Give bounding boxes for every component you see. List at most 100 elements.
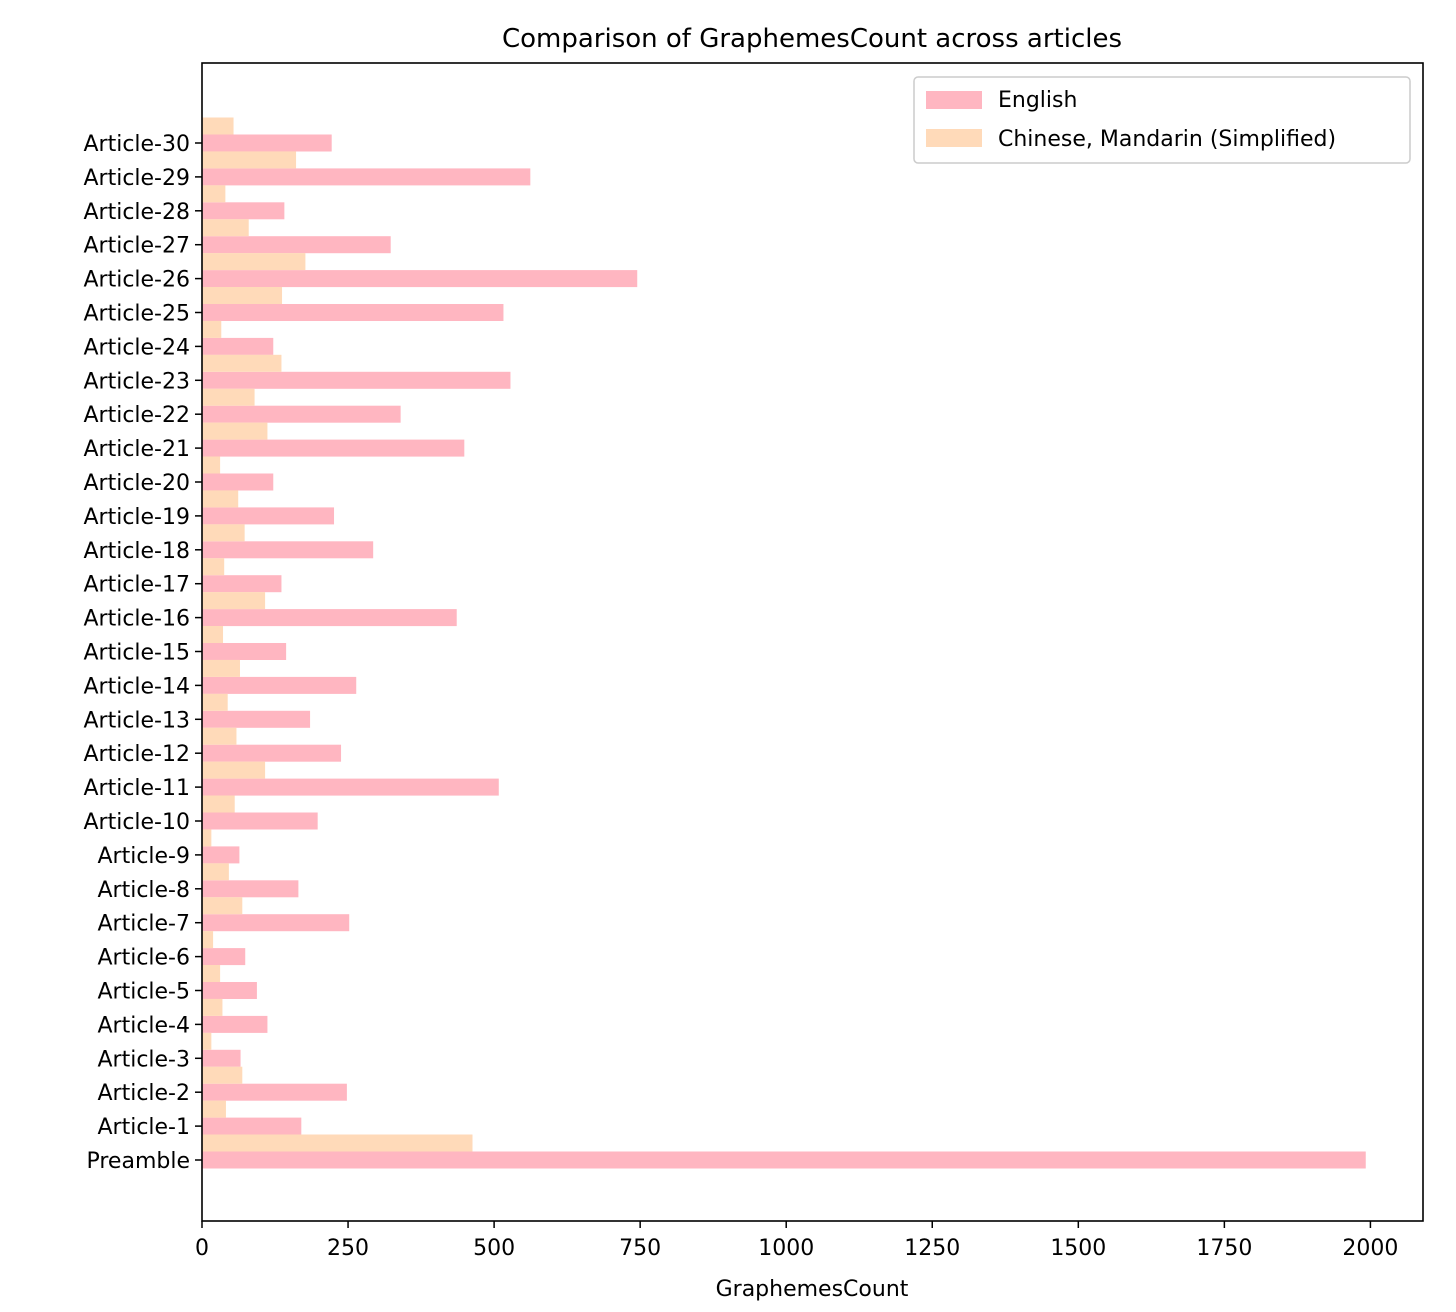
bar-chinese-article-22 [202, 388, 255, 406]
y-tick-label: Article-14 [83, 674, 190, 699]
x-axis-ticks: 0 250 500 750 1000 1250 1500 1750 2000 [195, 1221, 1398, 1261]
bar-chinese-article-28 [202, 185, 226, 203]
bar-english-article-1 [202, 1117, 302, 1135]
legend-swatch-chinese [926, 129, 982, 147]
bar-chinese-article-9 [202, 829, 212, 847]
bar-chinese-article-26 [202, 253, 306, 271]
bar-chinese-article-21 [202, 422, 268, 440]
y-tick-label: Article-19 [83, 505, 190, 530]
legend: English Chinese, Mandarin (Simplified) [913, 76, 1411, 164]
bar-chinese-preamble [202, 1134, 473, 1152]
bar-english-article-26 [202, 270, 638, 288]
bar-chinese-article-7 [202, 897, 243, 915]
y-tick-label: Article-30 [83, 132, 190, 157]
bar-english-article-3 [202, 1049, 241, 1067]
bar-english-article-2 [202, 1083, 347, 1101]
bar-english-article-17 [202, 575, 282, 593]
x-tick-label: 1750 [1196, 1236, 1252, 1261]
bar-english-preamble [202, 1151, 1366, 1169]
y-tick-label: Article-9 [97, 844, 190, 869]
bar-chinese-article-16 [202, 592, 266, 610]
bar-english-article-5 [202, 982, 257, 999]
bar-english-article-7 [202, 914, 350, 932]
bar-english-article-22 [202, 405, 401, 423]
bar-chinese-article-23 [202, 354, 282, 372]
bar-english-article-16 [202, 609, 457, 627]
bar-chinese-article-18 [202, 524, 245, 542]
bar-english-article-13 [202, 710, 311, 728]
bar-english-article-4 [202, 1015, 268, 1033]
y-tick-label: Article-13 [83, 708, 190, 733]
x-tick-label: 1250 [904, 1236, 960, 1261]
y-tick-label: Article-21 [83, 437, 190, 462]
y-tick-label: Article-11 [83, 776, 190, 801]
y-tick-label: Article-20 [83, 471, 190, 496]
bar-chinese-article-24 [202, 320, 222, 338]
y-tick-label: Article-29 [83, 166, 190, 191]
bar-chinese-article-1 [202, 1100, 226, 1118]
bar-chinese-article-6 [202, 931, 214, 949]
x-tick-label: 1000 [758, 1236, 814, 1261]
y-tick-label: Article-15 [83, 641, 190, 666]
bar-english-article-8 [202, 880, 299, 898]
bar-chinese-article-3 [202, 1032, 212, 1050]
y-tick-label: Article-23 [83, 369, 190, 394]
y-tick-label: Article-22 [83, 403, 190, 428]
bars-group [202, 117, 1366, 1169]
bar-english-article-25 [202, 304, 504, 321]
legend-swatch-english [926, 91, 982, 109]
plot-frame [201, 62, 1424, 1222]
legend-box [913, 76, 1411, 164]
y-tick-label: Article-12 [83, 742, 190, 767]
legend-label-chinese: Chinese, Mandarin (Simplified) [998, 127, 1336, 152]
y-tick-label: Article-27 [83, 234, 190, 259]
bar-chinese-article-30 [202, 117, 234, 135]
x-tick-label: 500 [473, 1236, 515, 1261]
bar-chinese-article-20 [202, 456, 221, 474]
y-tick-label: Article-8 [97, 878, 190, 903]
bar-english-article-21 [202, 439, 465, 457]
bar-chinese-article-11 [202, 761, 266, 779]
y-tick-label: Article-25 [83, 302, 190, 327]
y-tick-label: Article-28 [83, 200, 190, 225]
x-tick-label: 2000 [1342, 1236, 1398, 1261]
bar-english-article-9 [202, 846, 240, 864]
y-tick-label: Article-10 [83, 810, 190, 835]
y-tick-label: Article-24 [83, 335, 190, 360]
bar-english-article-10 [202, 812, 318, 830]
bar-chinese-article-8 [202, 863, 229, 881]
bar-english-article-14 [202, 676, 357, 694]
bar-english-article-11 [202, 778, 499, 796]
bar-english-article-24 [202, 337, 274, 355]
y-tick-label: Article-6 [97, 946, 190, 971]
bar-english-article-19 [202, 507, 335, 525]
y-tick-label: Article-1 [97, 1115, 190, 1140]
legend-label-english: English [998, 88, 1077, 113]
y-tick-label: Article-7 [97, 912, 190, 937]
bar-chinese-article-12 [202, 727, 237, 745]
bar-chinese-article-27 [202, 219, 249, 237]
y-tick-label: Article-18 [83, 539, 190, 564]
bar-english-article-20 [202, 473, 274, 491]
bar-english-article-30 [202, 134, 332, 152]
x-tick-label: 750 [619, 1236, 661, 1261]
bar-chinese-article-5 [202, 965, 221, 982]
bar-chinese-article-19 [202, 490, 239, 508]
bar-english-article-18 [202, 541, 374, 559]
bar-chinese-article-2 [202, 1066, 243, 1084]
bar-chinese-article-15 [202, 626, 224, 643]
bar-chinese-article-29 [202, 151, 297, 169]
y-tick-label: Article-17 [83, 573, 190, 598]
bar-chinese-article-25 [202, 287, 283, 304]
bar-chinese-article-13 [202, 693, 228, 711]
y-tick-label: Article-26 [83, 268, 190, 293]
x-axis-label: GraphemesCount [716, 1277, 909, 1302]
bar-english-article-29 [202, 168, 531, 186]
x-tick-label: 1500 [1050, 1236, 1106, 1261]
bar-chinese-article-10 [202, 795, 235, 813]
bar-english-article-23 [202, 371, 511, 389]
bar-chinese-article-17 [202, 558, 225, 576]
y-tick-label: Article-5 [97, 980, 190, 1005]
y-axis-ticks: Preamble Article-1 Article-2 Article-3 Artic… [83, 132, 202, 1174]
